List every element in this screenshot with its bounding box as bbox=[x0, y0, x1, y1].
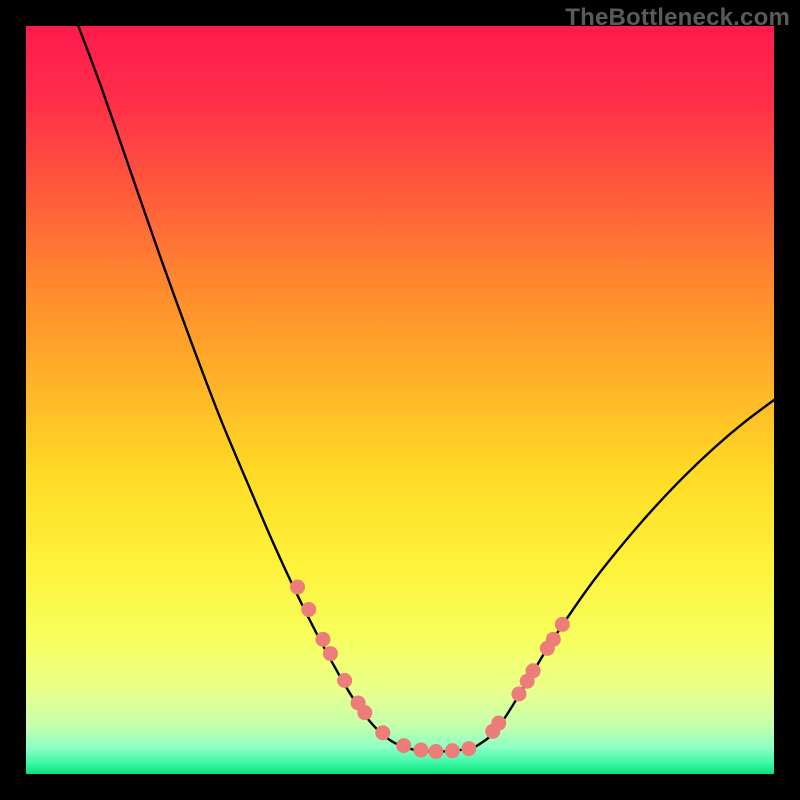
marker-dot bbox=[461, 741, 476, 756]
marker-dot bbox=[555, 617, 570, 632]
marker-dot bbox=[445, 743, 460, 758]
gradient-background bbox=[26, 26, 774, 774]
marker-dot bbox=[491, 716, 506, 731]
plot-area bbox=[26, 26, 774, 774]
chart-svg bbox=[26, 26, 774, 774]
marker-dot bbox=[511, 686, 526, 701]
marker-dot bbox=[546, 632, 561, 647]
marker-dot bbox=[323, 646, 338, 661]
marker-dot bbox=[375, 725, 390, 740]
marker-dot bbox=[301, 602, 316, 617]
marker-dot bbox=[315, 632, 330, 647]
chart-frame: TheBottleneck.com bbox=[0, 0, 800, 800]
marker-dot bbox=[428, 744, 443, 759]
marker-dot bbox=[337, 673, 352, 688]
marker-dot bbox=[526, 663, 541, 678]
marker-dot bbox=[357, 705, 372, 720]
marker-dot bbox=[396, 738, 411, 753]
marker-dot bbox=[290, 580, 305, 595]
marker-dot bbox=[413, 743, 428, 758]
